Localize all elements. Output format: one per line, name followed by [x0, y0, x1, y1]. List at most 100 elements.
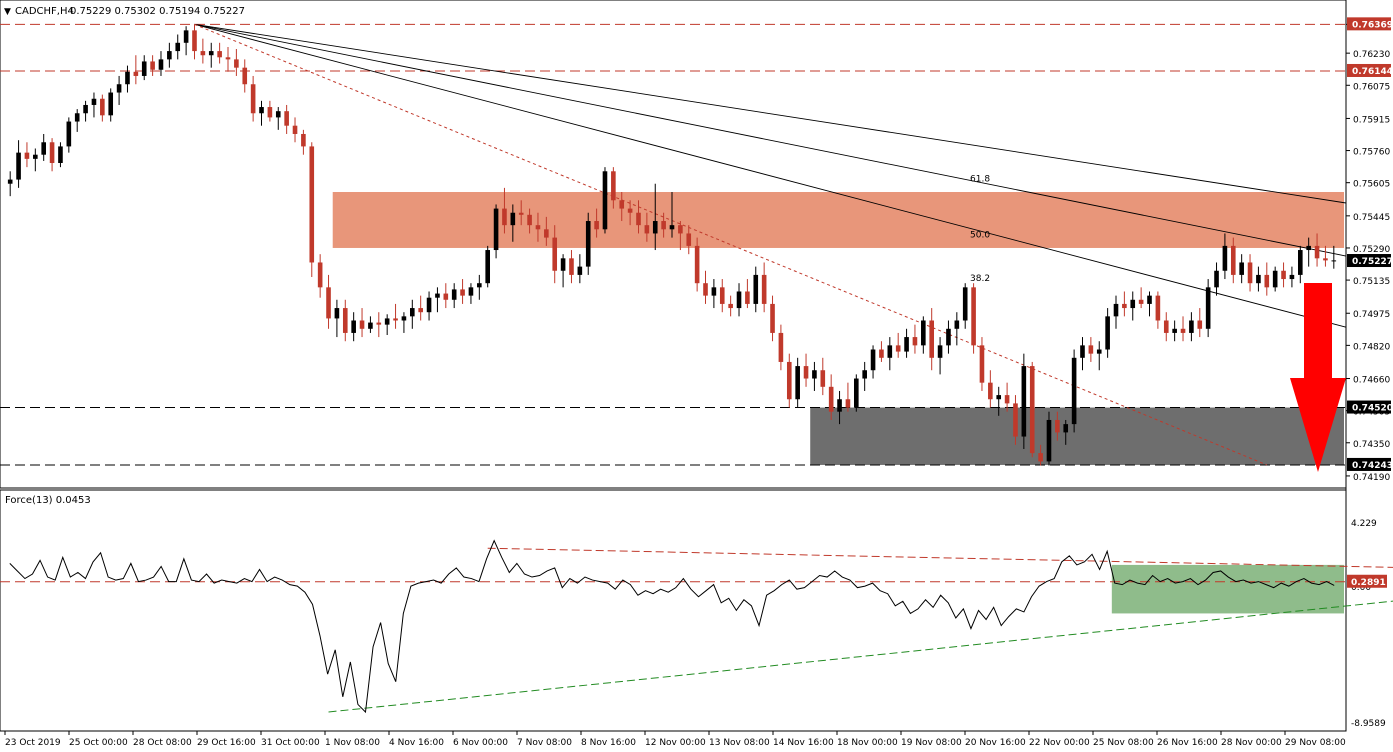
- candle: [368, 316, 373, 333]
- candle-body: [753, 274, 759, 304]
- candle: [786, 353, 792, 408]
- candle: [267, 100, 273, 122]
- candle-body: [477, 283, 482, 288]
- candle-body: [435, 293, 440, 298]
- candle-body: [401, 316, 407, 321]
- candle-body: [786, 361, 792, 400]
- candle: [954, 312, 960, 346]
- candle-body: [711, 287, 717, 296]
- candle-body: [611, 171, 616, 201]
- candle-body: [418, 308, 423, 313]
- candle-body: [133, 71, 139, 76]
- candle: [1239, 254, 1244, 284]
- candle-body: [887, 345, 893, 358]
- candle: [812, 361, 817, 391]
- candle-body: [24, 152, 30, 159]
- candle-body: [669, 225, 675, 230]
- candle: [376, 312, 382, 338]
- force-panel-layer: 4.229 0.00 -8.9589 0.2891: [0, 519, 1393, 729]
- candle: [284, 104, 289, 134]
- candle-body: [108, 92, 114, 116]
- candle: [100, 94, 105, 122]
- candle: [451, 283, 457, 309]
- candle-body: [167, 51, 172, 60]
- candle-body: [1063, 424, 1069, 433]
- candle-body: [552, 237, 558, 271]
- candle: [619, 192, 625, 222]
- candle-body: [862, 370, 867, 379]
- candle: [1113, 295, 1119, 329]
- candle: [887, 337, 893, 371]
- candle-body: [937, 345, 943, 358]
- candle-body: [988, 382, 993, 400]
- candle-body: [275, 111, 281, 118]
- candle-body: [409, 308, 415, 317]
- candle: [342, 299, 348, 342]
- candle-body: [1214, 270, 1219, 288]
- candle-body: [652, 221, 658, 234]
- time-axis-labels: 23 Oct 2019 25 Oct 00:00 28 Oct 08:00 29 Oc…: [4, 731, 1346, 748]
- candle: [1306, 237, 1311, 267]
- candle-body: [1029, 366, 1035, 454]
- candle-body: [1038, 453, 1043, 462]
- candle: [837, 390, 842, 425]
- candle-body: [7, 179, 13, 184]
- zones-layer: [332, 192, 1344, 465]
- candle-body: [1013, 403, 1018, 437]
- candle: [594, 208, 599, 238]
- chart-header-triangle[interactable]: ▼: [4, 7, 11, 17]
- candle-body: [225, 57, 231, 60]
- candle: [16, 140, 21, 188]
- candle: [669, 192, 675, 238]
- candle: [904, 328, 909, 358]
- candle-body: [954, 320, 960, 329]
- candle: [1038, 444, 1043, 466]
- candle-body: [1147, 295, 1152, 304]
- candle: [66, 117, 72, 153]
- candle-body: [351, 320, 356, 333]
- candle-body: [770, 303, 775, 333]
- candle: [1080, 337, 1085, 371]
- candle: [686, 225, 692, 255]
- candle-body: [971, 287, 976, 346]
- price-label-box: [1347, 17, 1391, 31]
- time-tick-label: 31 Oct 00:00: [261, 738, 320, 748]
- price-label-text: 0.74520: [1352, 404, 1393, 414]
- candle: [1021, 353, 1027, 449]
- candle: [602, 167, 608, 234]
- force-level-label-box: [1347, 574, 1387, 588]
- candle: [1222, 233, 1228, 280]
- time-tick-label: 1 Nov 08:00: [325, 738, 380, 748]
- candle-body: [929, 320, 935, 358]
- candle: [1272, 266, 1278, 292]
- time-tick-label: 4 Nov 16:00: [389, 738, 444, 748]
- candle: [1180, 316, 1186, 342]
- force-lower-trend-line: [328, 600, 1393, 713]
- candle: [443, 283, 449, 309]
- candle-body: [1272, 270, 1278, 288]
- candle-body: [544, 229, 549, 238]
- candle-body: [493, 208, 499, 251]
- chart-symbol: CADCHF,H4: [15, 6, 74, 17]
- candle: [1122, 291, 1127, 317]
- candle-body: [1256, 274, 1261, 284]
- candle: [753, 266, 759, 313]
- candle-body: [946, 328, 951, 346]
- candle-body: [853, 378, 859, 408]
- candle: [1247, 254, 1253, 292]
- bearish-arrow-icon: [1290, 283, 1346, 472]
- candle-body: [719, 287, 725, 304]
- candle-body: [1189, 320, 1194, 333]
- candle-body: [502, 208, 507, 226]
- candle-body: [1088, 345, 1094, 354]
- candle: [820, 357, 826, 396]
- candle: [292, 117, 298, 143]
- candle-body: [234, 59, 239, 68]
- candle-body: [661, 221, 666, 230]
- candle-body: [1113, 303, 1119, 317]
- candle-body: [1222, 245, 1228, 271]
- candle-body: [761, 274, 767, 304]
- price-label-box: [1347, 63, 1391, 77]
- candle-body: [636, 212, 641, 226]
- fib-fan-line: [194, 23, 1347, 204]
